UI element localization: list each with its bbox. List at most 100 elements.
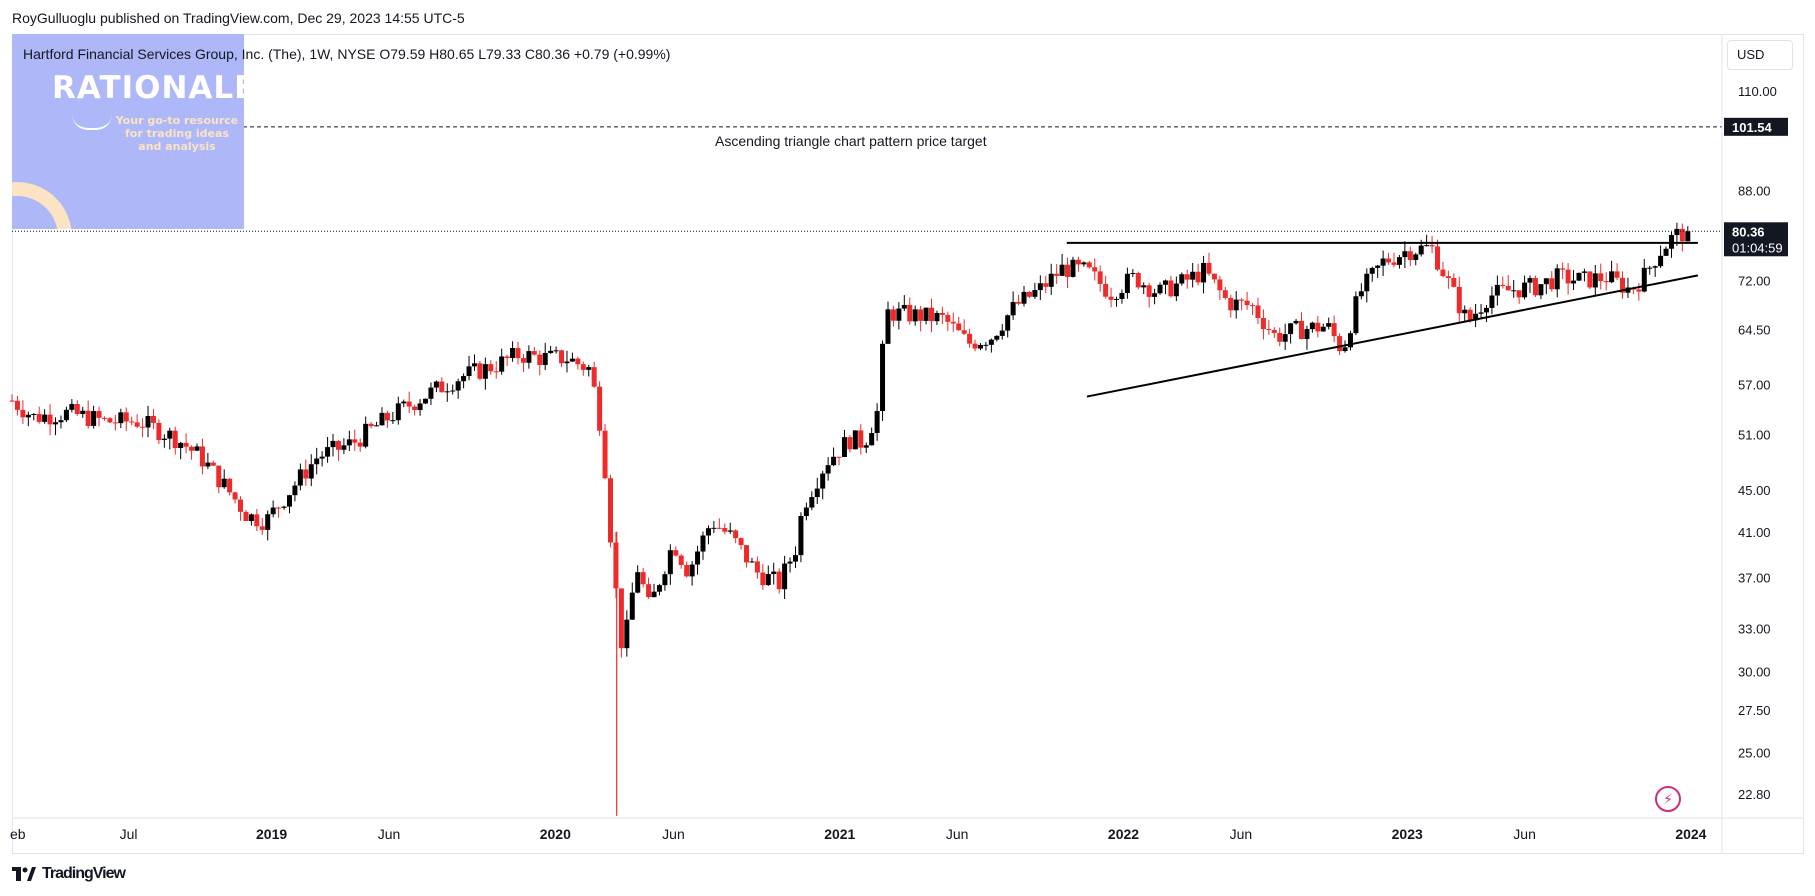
- candle-body: [602, 430, 608, 479]
- candle-body: [1271, 330, 1277, 333]
- candle-body: [58, 420, 64, 423]
- candle-body: [738, 538, 744, 546]
- candle-body: [1603, 281, 1609, 283]
- candle-body: [145, 415, 151, 428]
- footer-brand[interactable]: TradingView: [42, 865, 126, 882]
- candle-body: [771, 571, 777, 575]
- candle-body: [1260, 318, 1266, 330]
- candle-body: [1614, 271, 1620, 278]
- candle-body: [1250, 305, 1256, 307]
- candle-body: [325, 447, 331, 457]
- candle-body: [270, 507, 276, 515]
- candle-body: [1217, 279, 1223, 291]
- candle-body: [1516, 290, 1522, 298]
- candle-body: [444, 391, 450, 393]
- candle-body: [1043, 283, 1049, 287]
- candle-body: [678, 555, 684, 565]
- candle-body: [25, 414, 31, 418]
- candle-body: [548, 350, 554, 353]
- candle-body: [1337, 336, 1343, 352]
- candle-body: [695, 551, 701, 565]
- lightning-icon[interactable]: ⚡: [1655, 786, 1681, 812]
- candle-body: [1315, 322, 1321, 332]
- candle-body: [618, 588, 624, 649]
- candle-body: [1380, 258, 1386, 266]
- candle-body: [1255, 305, 1261, 319]
- candle-body: [760, 572, 766, 586]
- candle-body: [727, 530, 733, 532]
- candle-body: [1685, 231, 1691, 242]
- candle-body: [140, 426, 146, 428]
- candle-body: [1576, 272, 1582, 281]
- candle-body: [1435, 246, 1441, 270]
- candle-body: [1277, 332, 1283, 342]
- candle-body: [20, 409, 26, 418]
- candle-body: [575, 358, 581, 365]
- candle-body: [248, 514, 254, 522]
- candle-body: [1369, 267, 1375, 274]
- candle-body: [85, 410, 91, 426]
- y-tick-label: 88.00: [1738, 184, 1771, 199]
- candle-body: [820, 473, 826, 489]
- candle-body: [1059, 264, 1065, 276]
- candle-body: [412, 406, 418, 411]
- candle-body: [118, 412, 124, 424]
- candle-body: [352, 439, 358, 443]
- candle-body: [765, 574, 771, 586]
- candle-body: [629, 592, 635, 620]
- candle-body: [466, 366, 472, 377]
- candle-body: [999, 330, 1005, 336]
- candle-body: [189, 446, 195, 451]
- candle-body: [825, 465, 831, 474]
- candle-body: [531, 351, 537, 355]
- candle-body: [803, 507, 809, 517]
- candle-body: [1119, 292, 1125, 299]
- price-target-annotation: Ascending triangle chart pattern price t…: [715, 133, 987, 149]
- candle-body: [972, 343, 978, 349]
- candle-body: [591, 367, 597, 387]
- candle-body: [1418, 245, 1424, 255]
- candle-body: [722, 528, 728, 532]
- candle-body: [286, 495, 292, 507]
- tradingview-logo-icon: [12, 867, 36, 881]
- currency-selector[interactable]: USD: [1727, 40, 1793, 70]
- candle-body: [384, 412, 390, 421]
- y-tick-label: 37.00: [1738, 571, 1771, 586]
- candle-body: [1620, 277, 1626, 293]
- candle-body: [1407, 251, 1413, 260]
- candle-body: [1489, 295, 1495, 308]
- candle-body: [918, 309, 924, 321]
- candle-body: [1587, 271, 1593, 288]
- y-tick-label: 57.00: [1738, 378, 1771, 393]
- candle-body: [341, 445, 347, 450]
- candle-body: [553, 350, 559, 352]
- candle-body: [613, 542, 619, 589]
- y-tick-label: 27.50: [1738, 703, 1771, 718]
- candle-body: [1543, 278, 1549, 285]
- candle-body: [961, 330, 967, 334]
- price-label-box: [1724, 222, 1788, 257]
- candle-body: [450, 390, 456, 392]
- candle-body: [1467, 309, 1473, 321]
- candle-body: [564, 361, 570, 364]
- candle-body: [259, 526, 265, 530]
- candle-body: [939, 312, 945, 315]
- candle-body: [1391, 262, 1397, 265]
- candle-body: [216, 465, 222, 488]
- candle-body: [885, 309, 891, 344]
- candle-body: [1527, 278, 1533, 283]
- candle-body: [423, 398, 429, 404]
- candle-body: [1326, 323, 1332, 327]
- candle-body: [776, 571, 782, 590]
- price-label: 80.36: [1732, 224, 1765, 239]
- candle-body: [1239, 299, 1245, 301]
- candle-body: [869, 433, 875, 446]
- candle-body: [792, 555, 798, 562]
- candle-body: [330, 440, 336, 448]
- price-axis: 110.00 88.00 72.00 64.50 57.00 51.00 45.00 41.0…: [1721, 34, 1788, 853]
- candle-body: [1108, 296, 1114, 300]
- symbol-legend[interactable]: Hartford Financial Services Group, Inc. …: [23, 46, 671, 62]
- candle-body: [520, 358, 526, 363]
- candle-body: [471, 363, 477, 367]
